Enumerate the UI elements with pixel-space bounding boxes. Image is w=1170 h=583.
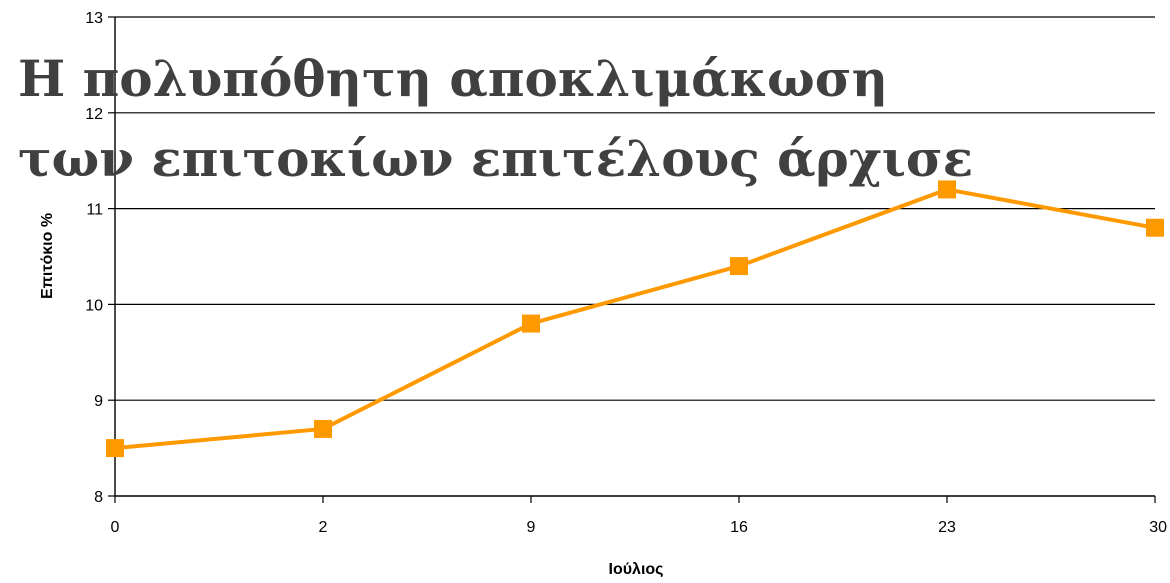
x-tick-label: 16 [730,519,748,536]
chart-title: Η πολυπόθητη αποκλιμάκωση των επιτοκίων … [18,49,973,188]
y-tick-label: 13 [85,10,103,27]
x-tick-label: 2 [319,519,328,536]
y-tick-label: 10 [85,297,103,314]
y-tick-label: 9 [94,393,103,410]
y-tick-labels: 8 9 10 11 12 13 [85,10,103,506]
series-line [114,187,1156,451]
x-tick-label: 30 [1149,519,1167,536]
y-tick-label: 11 [86,202,103,219]
series-layer [106,180,1164,458]
x-axis-title: Ιούλιος [609,561,664,578]
y-axis-title: Επιτόκιο % [39,213,56,299]
data-point-16 [730,257,748,276]
data-point-2 [314,419,332,438]
x-tick-label: 0 [111,519,120,536]
x-tick-labels: 0 2 9 16 23 30 [111,519,1168,536]
data-point-30 [1146,218,1164,237]
x-tick-label: 9 [527,519,536,536]
y-tick-label: 12 [85,106,103,123]
gridlines [115,16,1155,401]
y-tick-label: 8 [94,489,103,506]
chart-title-line-1: Η πολυπόθητη αποκλιμάκωση [18,49,888,108]
chart-title-line-2: των επιτοκίων επιτέλους άρχισε [18,129,973,188]
data-point-23 [938,180,956,199]
data-point-0 [106,439,124,458]
data-point-9 [522,314,540,333]
x-tick-label: 23 [938,519,956,536]
axes [108,16,1156,503]
